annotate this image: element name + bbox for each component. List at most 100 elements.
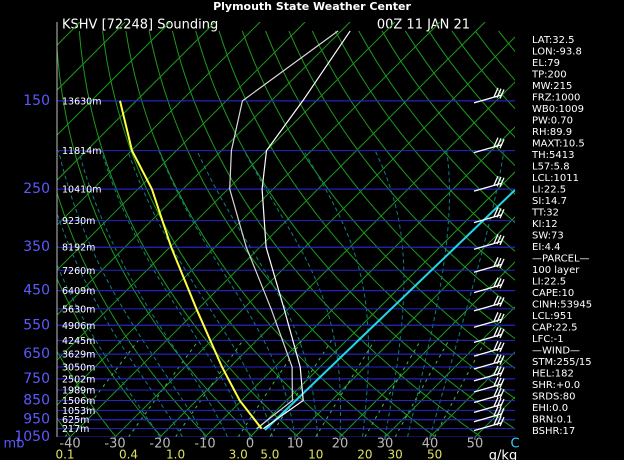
height-label: 625m [62, 415, 89, 426]
barb-flag [493, 340, 499, 351]
index-text: STM:255/15 [532, 357, 592, 368]
x-tick-label: 0 [246, 437, 254, 452]
barb-flag [496, 366, 502, 376]
isotherm [294, 216, 515, 437]
mixing-ratio-tick-label: 50 [427, 448, 442, 460]
dry-adiabat [334, 30, 515, 252]
barb-flag [496, 327, 502, 338]
index-text: RH:89.9 [532, 127, 572, 138]
barb-flag [499, 398, 505, 409]
y-tick-label: 850 [23, 393, 50, 409]
index-text: TH:5413 [531, 150, 574, 161]
height-label: 1053m [62, 406, 95, 417]
moist-adiabat [78, 150, 228, 437]
barb-flag [496, 296, 502, 306]
x-tick-label: -20 [149, 437, 170, 452]
moist-adiabat [196, 150, 318, 437]
x-tick-label: 20 [332, 437, 349, 452]
index-text: CINH:53945 [532, 300, 592, 311]
isotherm [57, 22, 396, 361]
barb-flag [493, 312, 499, 322]
y-tick-label: 550 [23, 317, 50, 333]
index-text: —PARCEL— [532, 254, 590, 265]
index-text: CAP:22.5 [532, 323, 578, 334]
index-text: LAT:32.5 [532, 35, 575, 46]
moist-adiabat [57, 211, 183, 437]
isotherm [114, 36, 515, 437]
dry-adiabat [78, 30, 299, 437]
index-text: SW:73 [532, 231, 564, 242]
height-label: 7260m [62, 266, 95, 277]
barb-flag [496, 138, 502, 148]
barb-flag [499, 388, 505, 399]
y-tick-label: 750 [23, 371, 50, 387]
mixing-ratio-line [269, 340, 333, 437]
moist-adiabat [58, 150, 206, 437]
moist-adiabat [57, 263, 161, 437]
y-tick-label: 350 [23, 239, 50, 255]
barb-flag [499, 378, 505, 388]
cyan-line [264, 189, 515, 431]
dry-adiabat [57, 39, 254, 437]
plot-data [119, 30, 515, 431]
mixing-ratio-tick-label: 0.1 [55, 448, 74, 460]
x-tick-label: -40 [59, 437, 80, 452]
moist-adiabat [407, 150, 450, 437]
isotherm [384, 306, 515, 437]
height-label: 3050m [62, 362, 95, 373]
barb-flag [496, 208, 502, 218]
barb-flag [496, 407, 502, 417]
index-text: LCL:1011 [532, 173, 579, 184]
dry-adiabat [265, 30, 515, 340]
barb-flag [499, 342, 505, 353]
barb-flag [496, 257, 502, 268]
wind-barbs [473, 87, 505, 432]
barb-flag [493, 406, 499, 416]
mixing-ratio-line [175, 340, 244, 437]
height-label: 3629m [62, 350, 95, 361]
index-text: WB0:1009 [532, 104, 584, 115]
index-text: EL:79 [532, 58, 560, 69]
index-text: —WIND— [532, 346, 580, 357]
index-text: FRZ:1000 [532, 93, 580, 104]
station: KSHV [72248] Sounding [62, 18, 218, 33]
barb-flag [496, 397, 502, 408]
barb-flag [493, 376, 499, 387]
barb-flag [496, 354, 502, 365]
index-text: PW:0.70 [532, 116, 573, 127]
mixing-ratio-tick-label: 10 [308, 448, 323, 460]
barb-flag [493, 175, 499, 186]
barb-flag [496, 278, 502, 288]
barb-flag [499, 208, 505, 219]
barb-flag [493, 397, 499, 407]
index-text: SI:14.7 [532, 196, 567, 207]
isotherm [57, 22, 216, 181]
height-label: 5630m [62, 304, 95, 315]
y-tick-label: 150 [23, 93, 50, 109]
barb-flag [493, 207, 499, 217]
moist-adiabat [100, 150, 251, 437]
y-tick-label: 450 [23, 283, 50, 299]
profile-line [229, 30, 339, 430]
barb-flag [493, 257, 499, 267]
barb-flag [499, 313, 505, 324]
height-label: 8192m [62, 243, 95, 254]
barb-flag [496, 312, 502, 323]
barb-flag [499, 416, 505, 427]
dry-adiabat [57, 277, 163, 437]
moist-adiabat [429, 150, 505, 437]
barb-flag [493, 277, 499, 287]
barb-flag [493, 87, 499, 98]
isotherm [339, 261, 515, 437]
plot-background [57, 22, 515, 437]
x-axis-label: C [510, 437, 519, 452]
height-label: 4906m [62, 321, 95, 332]
mixing-ratio-tick-label: 1.0 [166, 448, 185, 460]
barb-flag [493, 415, 499, 425]
barb-flag [496, 176, 502, 187]
barb-flag [499, 367, 505, 377]
dry-adiabat [241, 30, 515, 370]
mixing-ratio-line [237, 340, 303, 437]
barb-flag [499, 278, 505, 289]
index-text: LI:22.5 [532, 185, 566, 196]
